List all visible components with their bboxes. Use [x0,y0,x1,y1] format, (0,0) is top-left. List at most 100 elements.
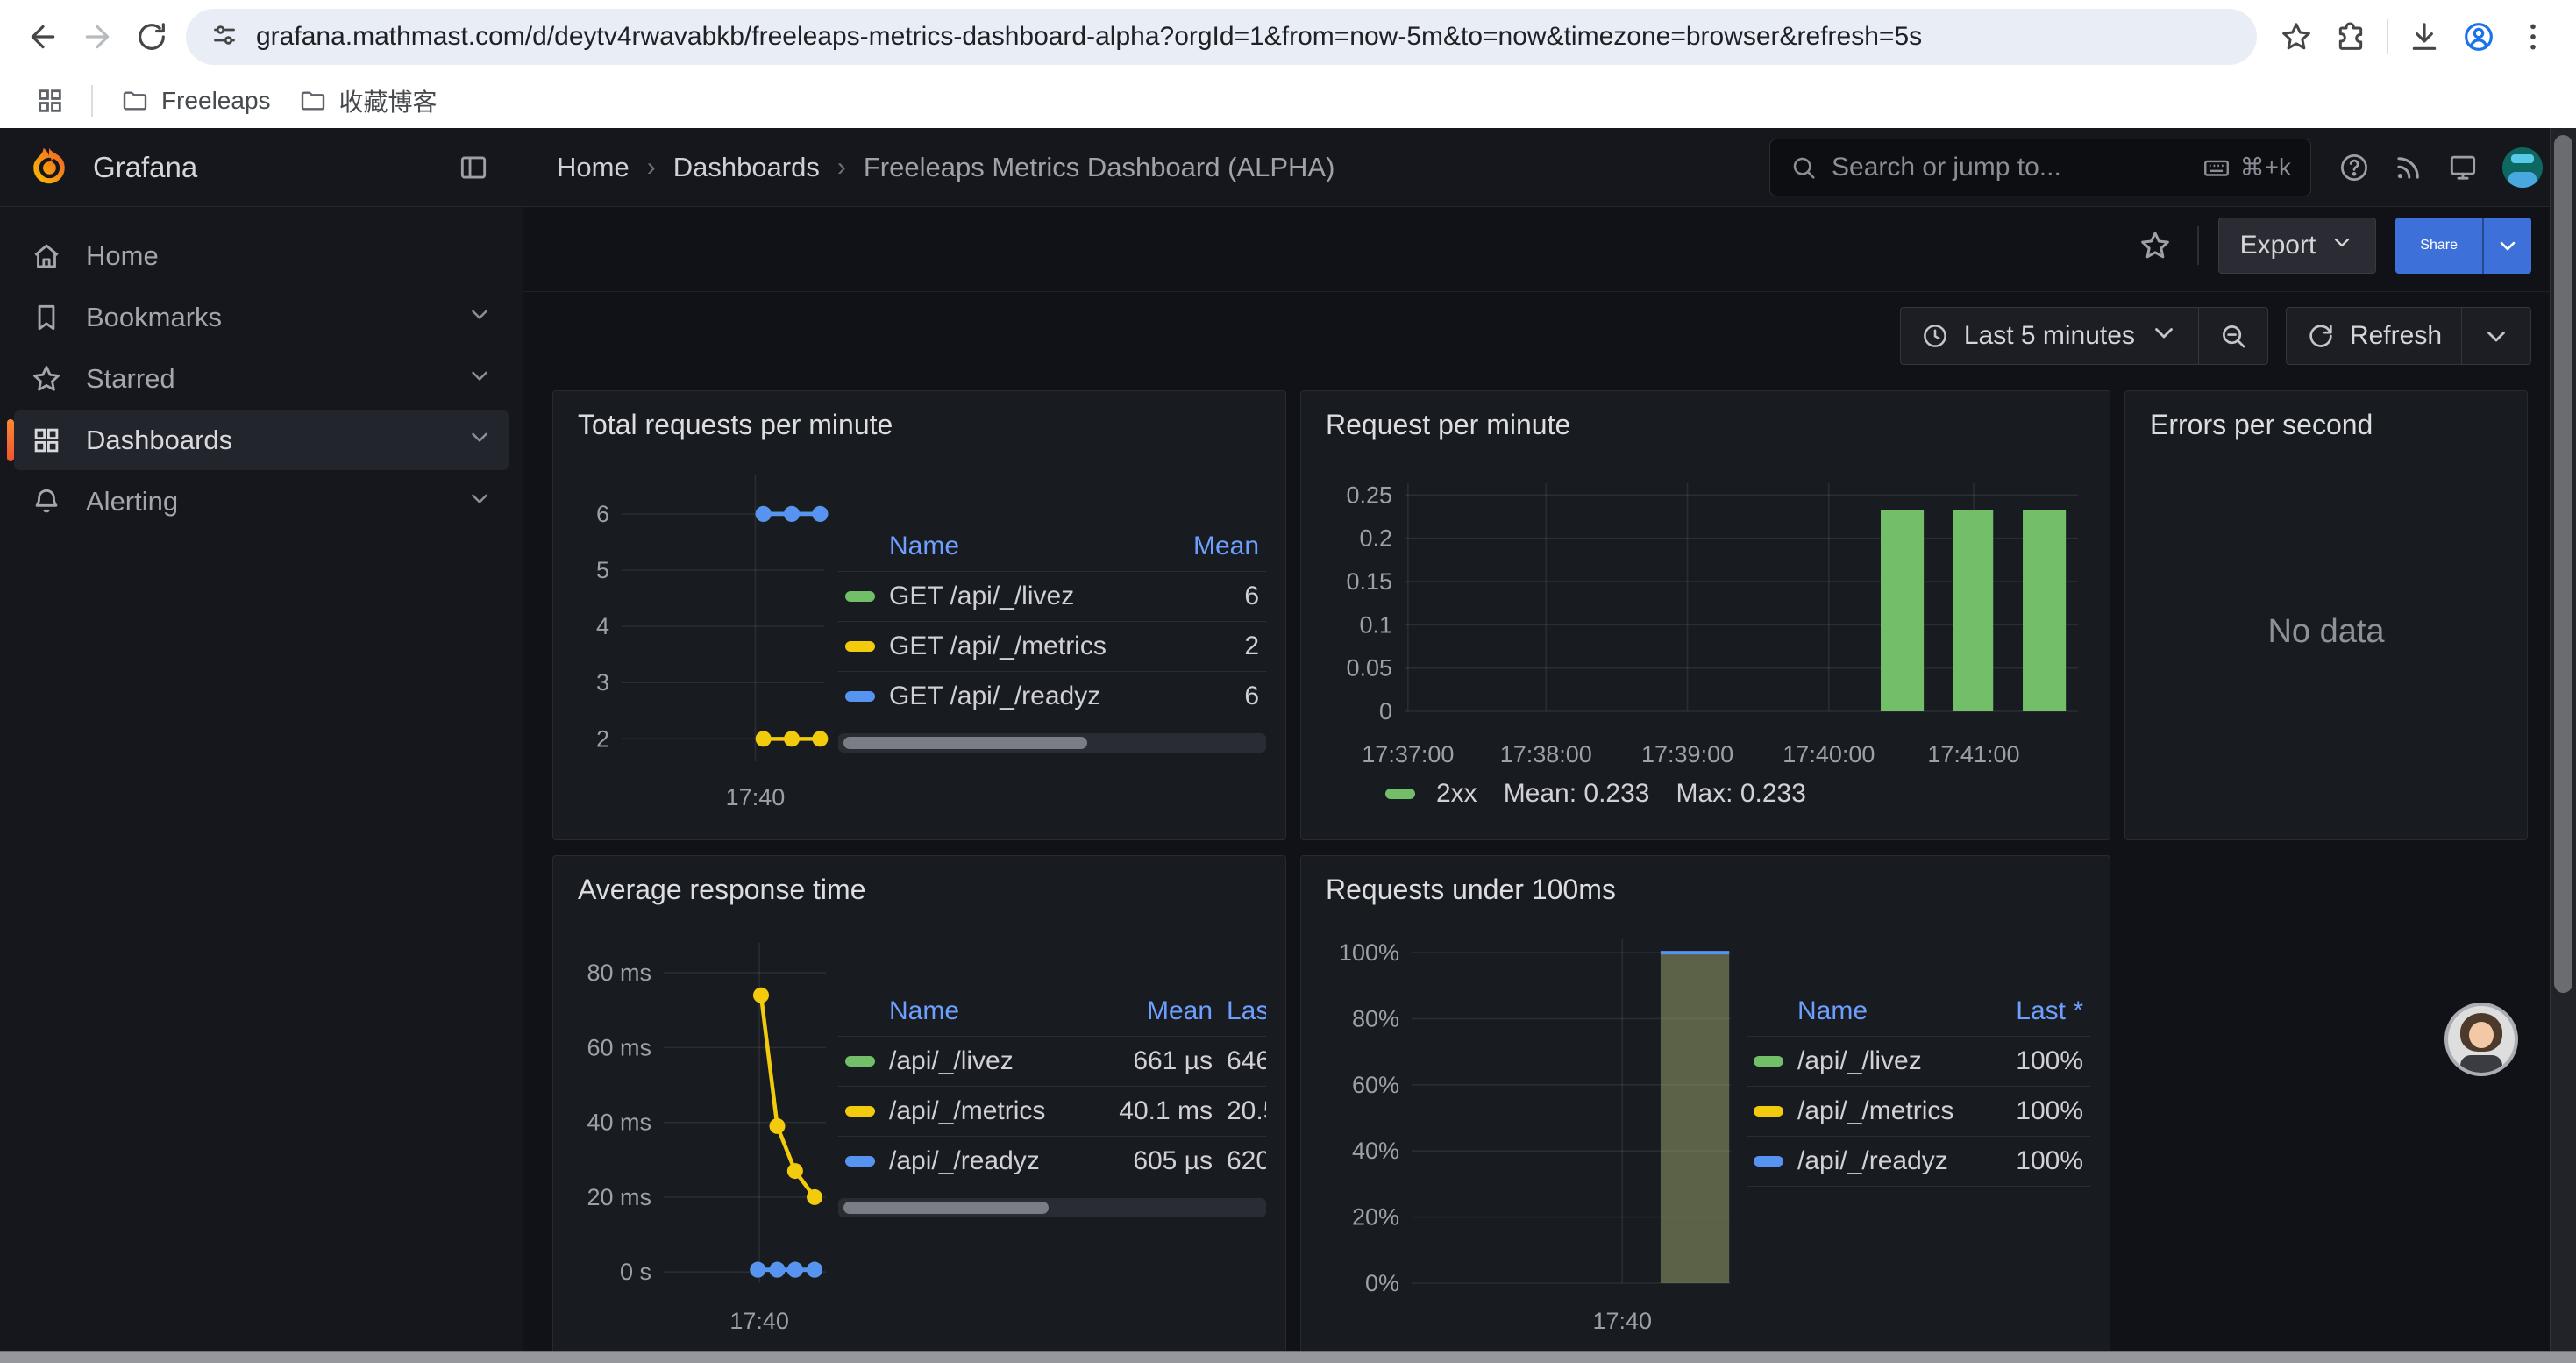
export-button[interactable]: Export [2218,218,2377,274]
site-info-icon[interactable] [209,19,240,55]
folder-icon [121,87,149,115]
sidebar-item-bookmarks[interactable]: Bookmarks [14,288,509,347]
home-icon [30,239,63,273]
forward-icon [80,19,115,54]
favorite-dashboard-button[interactable] [2132,223,2178,268]
total-requests-legend[interactable]: NameMeanGET /api/_/livez6GET /api/_/metr… [838,522,1266,816]
floating-assistant-avatar[interactable] [2448,1006,2515,1073]
sidebar-header: Grafana [0,128,523,207]
apps-grid-icon [35,86,65,116]
reload-button[interactable] [125,10,179,64]
refresh-button[interactable]: Refresh [2287,308,2461,364]
request-per-minute-legend[interactable]: 2xx Mean: 0.233 Max: 0.233 [1320,773,2090,816]
sidebar-item-label: Bookmarks [86,302,222,333]
legend-scrollbar[interactable] [838,733,1266,753]
url-text[interactable]: grafana.mathmast.com/d/deytv4rwavabkb/fr… [256,22,2234,52]
bookmark-icon [30,301,63,334]
news-rss-button[interactable] [2381,140,2436,195]
rss-icon [2392,151,2425,184]
breadcrumb-separator: › [647,153,656,182]
avatar-body [2460,1055,2502,1073]
panel-title: Requests under 100ms [1326,874,2090,906]
refresh-interval-button[interactable] [2461,308,2530,364]
browser-toolbar: grafana.mathmast.com/d/deytv4rwavabkb/fr… [0,0,2576,74]
sidebar-item-label: Dashboards [86,425,232,456]
svg-text:0 s: 0 s [620,1259,651,1285]
profile-icon [2461,19,2496,54]
chevron-down-icon[interactable] [466,301,493,334]
breadcrumb-current: Freeleaps Metrics Dashboard (ALPHA) [864,152,1335,183]
scrollbar-thumb[interactable] [2554,135,2572,993]
search-placeholder: Search or jump to... [1832,153,2188,182]
svg-text:17:38:00: 17:38:00 [1500,741,1592,767]
sidebar-item-label: Alerting [86,486,178,517]
grafana-logo[interactable] [26,145,72,190]
svg-text:17:40:00: 17:40:00 [1783,741,1875,767]
url-bar[interactable]: grafana.mathmast.com/d/deytv4rwavabkb/fr… [186,9,2257,65]
legend-series-name: 2xx [1436,779,1477,809]
puzzle-icon [2333,19,2368,54]
header-icons [2327,140,2543,195]
svg-text:100%: 100% [1339,939,1399,966]
screen: grafana.mathmast.com/d/deytv4rwavabkb/fr… [0,0,2576,1363]
browser-menu-button[interactable] [2506,10,2560,64]
breadcrumb-dashboards[interactable]: Dashboards [673,152,820,183]
legend-scrollbar[interactable] [838,1198,1266,1217]
back-button[interactable] [16,10,70,64]
svg-text:80 ms: 80 ms [587,960,651,986]
dock-menu-button[interactable] [451,145,496,190]
search-input[interactable]: Search or jump to... ⌘+k [1769,139,2311,196]
help-button[interactable] [2327,140,2381,195]
bookmark-folder-blogs[interactable]: 收藏博客 [285,78,452,124]
sidebar-item-home[interactable]: Home [14,226,509,286]
requests-under-100ms-legend[interactable]: NameLast */api/_/livez100%/api/_/metrics… [1747,987,2090,1339]
sidebar-item-dashboards[interactable]: Dashboards [14,410,509,470]
grafana-app: Grafana Home Bookmarks Starred [0,128,2576,1363]
svg-text:17:40: 17:40 [1592,1308,1652,1334]
total-requests-chart[interactable]: 17:4065432 [573,448,831,816]
share-split-button: Share [2395,218,2531,274]
apps-grid-button[interactable] [23,74,77,128]
bookmark-star-button[interactable] [2269,10,2323,64]
avatar-face [2469,1022,2494,1048]
extensions-button[interactable] [2323,10,2378,64]
chevron-down-icon [2481,321,2511,351]
share-button[interactable]: Share [2395,218,2482,274]
avg-response-time-legend[interactable]: NameMeanLas/api/_/livez661 µs646/api/_/m… [838,987,1266,1339]
refresh-group: Refresh [2286,307,2531,365]
bookmarks-bar: Freeleaps 收藏博客 [0,74,2576,128]
zoom-out-button[interactable] [2198,308,2267,364]
avg-response-time-chart[interactable]: 17:4080 ms60 ms40 ms20 ms0 s [573,913,831,1339]
forward-button[interactable] [70,10,125,64]
svg-text:2: 2 [596,725,609,752]
sidebar-item-label: Home [86,240,159,272]
sidebar-item-label: Starred [86,363,175,395]
sidebar-item-alerting[interactable]: Alerting [14,472,509,532]
time-range-picker[interactable]: Last 5 minutes [1901,308,2198,364]
kiosk-monitor-button[interactable] [2436,140,2490,195]
page-scrollbar[interactable] [2550,128,2576,1351]
requests-under-100ms-chart[interactable]: 17:40100%80%60%40%20%0% [1320,913,1740,1339]
svg-text:40%: 40% [1352,1138,1399,1164]
panel-errors-per-second: Errors per second No data [2124,390,2528,840]
svg-text:17:40: 17:40 [726,784,786,810]
share-menu-button[interactable] [2482,218,2531,274]
bookmark-folder-freeleaps[interactable]: Freeleaps [107,82,285,120]
help-icon [2338,151,2371,184]
chevron-down-icon[interactable] [466,424,493,457]
chevron-down-icon [2495,233,2520,258]
panel-title: Errors per second [2150,409,2508,441]
breadcrumb-home[interactable]: Home [557,152,630,183]
user-avatar[interactable] [2502,147,2543,188]
dock-panel-icon [457,151,490,184]
downloads-button[interactable] [2397,10,2451,64]
svg-text:17:39:00: 17:39:00 [1641,741,1733,767]
refresh-icon [2306,321,2336,351]
request-per-minute-chart[interactable]: 17:37:0017:38:0017:39:0017:40:0017:41:00… [1320,448,2090,773]
chevron-down-icon[interactable] [466,362,493,396]
panel-requests-under-100ms: Requests under 100ms 17:40100%80%60%40%2… [1300,855,2110,1363]
profile-button[interactable] [2451,10,2506,64]
bookmark-folder-label: 收藏博客 [339,83,438,118]
chevron-down-icon[interactable] [466,485,493,518]
sidebar-item-starred[interactable]: Starred [14,349,509,409]
